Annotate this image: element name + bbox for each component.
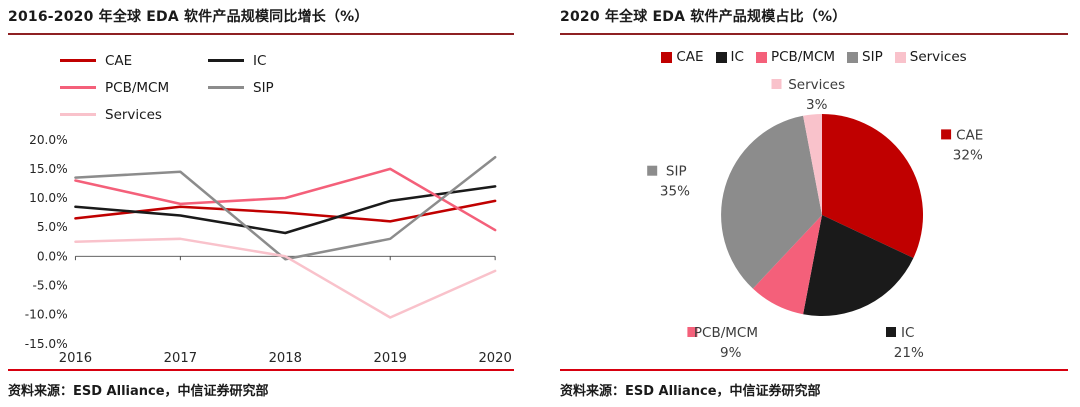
legend-label: IC — [253, 52, 267, 69]
svg-text:-10.0%: -10.0% — [25, 308, 68, 322]
svg-text:IC: IC — [901, 325, 914, 341]
legend-item-pcb-mcm: PCB/MCM — [755, 49, 836, 65]
svg-text:2019: 2019 — [374, 351, 407, 366]
svg-text:CAE: CAE — [956, 127, 983, 143]
svg-text:9%: 9% — [720, 345, 742, 361]
legend-item-services: Services — [894, 49, 967, 65]
svg-text:15.0%: 15.0% — [29, 162, 68, 176]
pie-chart-legend: CAE IC PCB/MCM SIP Services — [560, 35, 1068, 69]
svg-text:SIP: SIP — [666, 164, 687, 180]
svg-text:-15.0%: -15.0% — [25, 337, 68, 351]
legend-label: Services — [105, 106, 162, 123]
legend-item-cae: CAE — [60, 47, 208, 74]
svg-text:32%: 32% — [953, 147, 983, 163]
legend-square-marker — [715, 51, 727, 63]
svg-text:5.0%: 5.0% — [37, 220, 68, 234]
pie-chart-panel: 2020 年全球 EDA 软件产品规模占比（%） CAE IC PCB/MCM SIP… — [560, 6, 1074, 407]
legend-item-ic: IC — [715, 49, 744, 65]
legend-square-marker — [755, 51, 767, 63]
svg-text:2017: 2017 — [164, 351, 197, 366]
legend-label: SIP — [253, 79, 274, 96]
pie-chart-title: 2020 年全球 EDA 软件产品规模占比（%） — [560, 6, 1068, 35]
line-chart: 20.0% 15.0% 10.0% 5.0% 0.0% -5.0% -10.0% -15.0%… — [25, 133, 512, 366]
legend-item-ic: IC — [208, 47, 356, 74]
legend-line-marker — [208, 86, 244, 89]
legend-line-marker — [60, 59, 96, 62]
legend-square-marker — [894, 51, 906, 63]
legend-square-marker — [847, 51, 859, 63]
line-chart-panel: 2016-2020 年全球 EDA 软件产品规模同比增长（%） CAE IC PCB… — [8, 6, 514, 407]
line-chart-legend: CAE IC PCB/MCM SIP Services — [8, 35, 488, 130]
legend-square-marker — [661, 51, 673, 63]
legend-label: CAE — [676, 49, 704, 65]
pie-chart-source: 资料来源：ESD Alliance，中信证券研究部 — [560, 369, 1068, 407]
legend-line-marker — [208, 59, 244, 62]
svg-text:2020: 2020 — [478, 351, 511, 366]
svg-text:-5.0%: -5.0% — [32, 279, 67, 293]
svg-text:20.0%: 20.0% — [29, 133, 68, 147]
svg-text:21%: 21% — [894, 345, 924, 361]
line-chart-source: 资料来源：ESD Alliance，中信证券研究部 — [8, 369, 514, 407]
legend-item-sip: SIP — [847, 49, 883, 65]
legend-label: IC — [730, 49, 744, 65]
legend-item-services: Services — [60, 101, 208, 128]
svg-text:PCB/MCM: PCB/MCM — [694, 325, 758, 341]
svg-text:3%: 3% — [806, 97, 828, 113]
legend-label: SIP — [862, 49, 883, 65]
svg-text:35%: 35% — [660, 184, 690, 200]
svg-text:0.0%: 0.0% — [37, 249, 68, 263]
legend-item-cae: CAE — [661, 49, 704, 65]
legend-label: PCB/MCM — [770, 49, 836, 65]
line-chart-title: 2016-2020 年全球 EDA 软件产品规模同比增长（%） — [8, 6, 514, 35]
svg-text:10.0%: 10.0% — [29, 191, 68, 205]
legend-line-marker — [60, 113, 96, 116]
pie-chart: CAE 32% IC 21% PCB/MCM 9% SIP 35% Services 3% — [647, 77, 983, 361]
legend-label: Services — [909, 49, 967, 65]
svg-text:2016: 2016 — [59, 351, 92, 366]
svg-text:Services: Services — [788, 77, 845, 93]
legend-item-sip: SIP — [208, 74, 356, 101]
legend-item-pcb-mcm: PCB/MCM — [60, 74, 208, 101]
legend-label: CAE — [105, 52, 133, 69]
svg-text:2018: 2018 — [269, 351, 302, 366]
legend-label: PCB/MCM — [105, 79, 170, 96]
legend-line-marker — [60, 86, 96, 89]
